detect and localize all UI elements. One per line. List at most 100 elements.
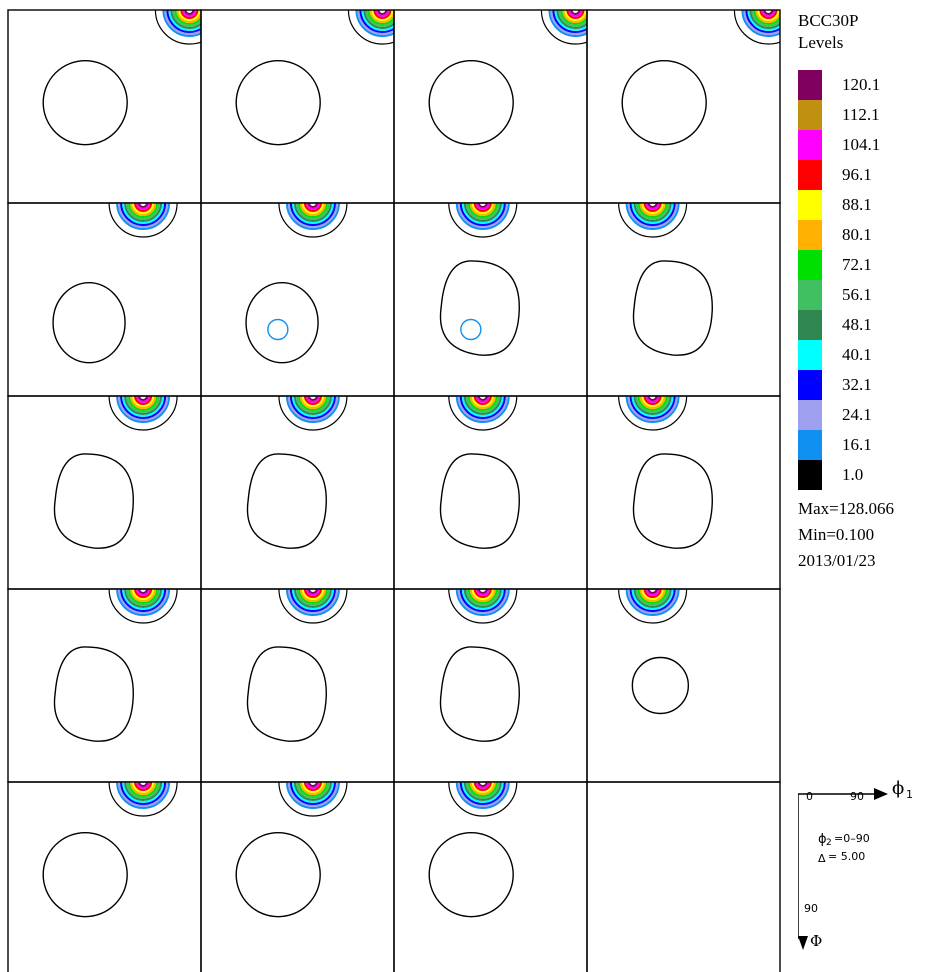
peak-contour [297,396,328,411]
peak-contour [132,782,155,793]
peak-contour [633,589,672,608]
peak-contour [166,10,201,33]
peak-contour [136,589,151,596]
peak-contour [457,396,508,421]
peak-contour [307,589,318,594]
peak-contour [295,203,330,220]
peak-contour [570,10,581,15]
odf-section [200,395,395,590]
peak-contour [627,589,678,614]
inner-contour [460,318,482,341]
peak-contour [463,203,502,222]
peak-outer-contour [448,589,518,624]
legend-level-label: 32.1 [842,375,872,394]
peak-contour [128,396,159,411]
section-frame [393,781,588,972]
legend: BCC30P Levels 120.1 112.1 104.1 96.1 88.1 80.… [798,10,938,570]
peak-contour [643,396,662,405]
legend-swatch [798,190,822,220]
peak-contour [138,589,149,594]
peak-contour [295,396,330,413]
peak-contour [469,203,496,216]
peak-contour [763,10,774,15]
peak-contour [287,203,338,228]
peak-contour [301,203,324,214]
peak-contour [465,782,500,799]
peak-contour [293,203,332,222]
peak-contour [477,396,488,401]
peak-contour [562,10,587,23]
peak-contour [120,589,167,612]
peak-contour [289,782,336,805]
peak-contour [473,782,492,791]
contour-line [632,453,713,549]
peak-contour [375,10,390,17]
peak-contour [475,782,490,789]
legend-swatch [798,220,822,250]
section-frame [393,202,588,397]
peak-contour [461,589,504,610]
odf-section [586,202,781,397]
peak-contour [639,589,666,602]
peak-contour [637,396,668,411]
odf-section [7,395,202,590]
contour-line [439,453,520,549]
peak-contour [303,203,322,212]
peak-contour [627,203,678,228]
peak-contour [120,396,167,419]
peak-contour [459,203,506,226]
peak-contour [467,782,498,797]
peak-contour [560,10,587,25]
peak-contour [645,396,660,403]
date-stamp: 2013/01/23 [798,551,876,570]
peak-contour [126,589,161,606]
section-frame [586,588,781,783]
legend-levels-label: Levels [798,33,844,52]
peak-contour [467,203,498,218]
odf-contour-grid [7,9,781,972]
peak-contour [558,10,587,27]
inner-contour [267,318,289,341]
peak-outer-contour [448,782,518,817]
peak-contour [631,203,674,224]
legend-swatch [798,160,822,190]
contour-line [439,646,520,742]
peak-contour [122,396,165,417]
peak-contour [132,203,155,214]
peak-contour [299,589,326,602]
Phi-end-label: 90 [804,902,818,915]
peak-contour [293,589,332,608]
contour-line [428,59,514,146]
odf-section [200,202,395,397]
phi1-symbol: ϕ [892,778,905,799]
peak-contour [124,396,163,415]
peak-contour [465,203,500,220]
peak-outer-contour [108,203,178,238]
legend-level-label: 112.1 [842,105,880,124]
peak-outer-contour [618,589,688,624]
peak-contour [172,10,201,27]
peak-contour [126,203,161,220]
peak-contour [745,10,780,33]
peak-contour [132,396,155,407]
legend-swatch [798,250,822,280]
peak-contour [568,10,583,17]
peak-contour [473,396,492,405]
peak-contour [164,10,201,35]
peak-contour [459,589,506,612]
peak-contour [170,10,201,29]
peak-contour [126,782,161,799]
odf-section [200,9,395,204]
peak-contour [184,10,195,15]
peak-contour [136,203,151,210]
peak-contour [647,589,658,594]
peak-contour [118,782,169,807]
odf-section [200,781,395,972]
peak-contour [469,396,496,409]
peak-outer-contour [540,10,587,45]
peak-contour [554,10,587,31]
peak-contour [471,782,494,793]
peak-contour [120,203,167,226]
peak-contour [635,589,670,606]
peak-contour [124,589,163,608]
